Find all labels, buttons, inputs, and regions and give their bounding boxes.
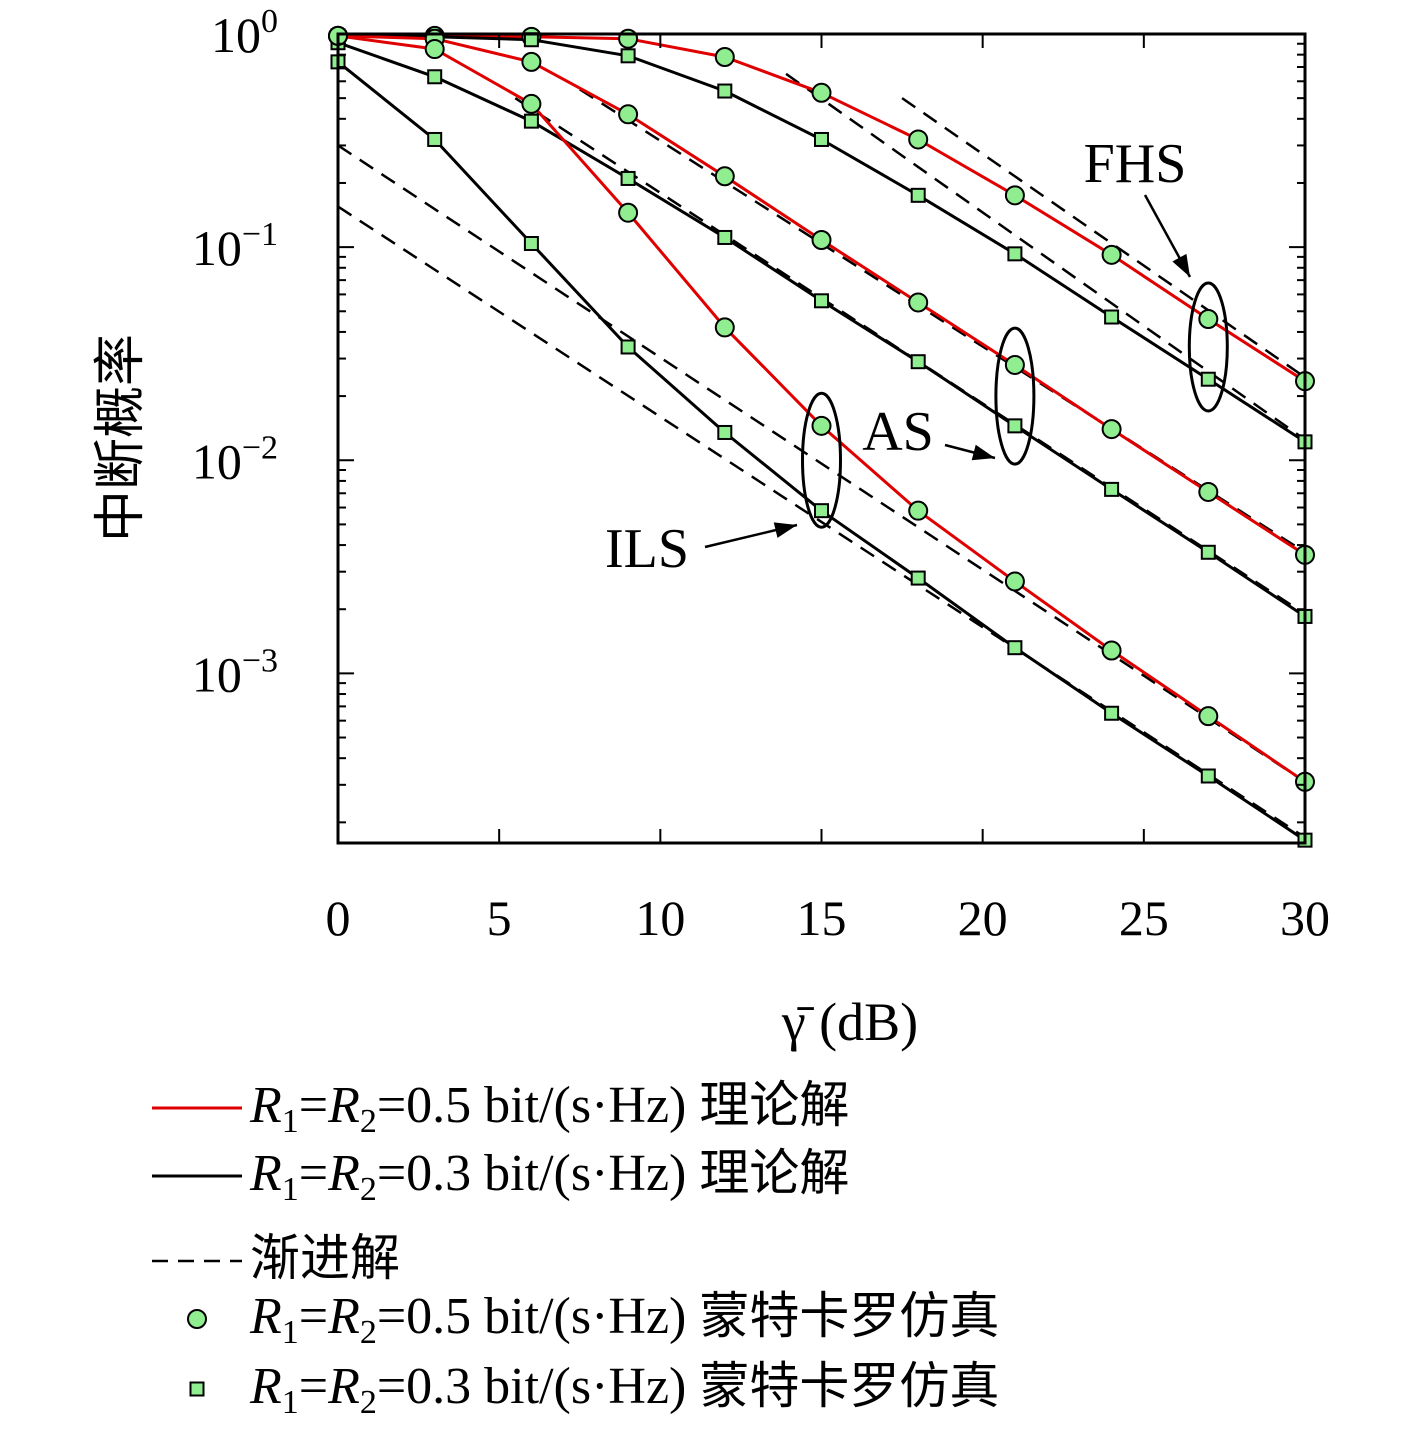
sim-point-FHS-05	[1198, 309, 1219, 330]
sim-point-FHS-05	[811, 82, 832, 103]
sim-point-AS-05	[811, 230, 832, 251]
sim-point-ILS-03	[1104, 705, 1120, 721]
sim-point-FHS-05	[1101, 244, 1122, 265]
sim-point-FHS-05	[714, 46, 735, 67]
y-tick-label: 10−3	[192, 642, 278, 702]
sim-point-FHS-05	[1004, 185, 1025, 206]
arrowhead-as	[971, 444, 995, 461]
legend-label: R1=R2=0.3 bit/(s·Hz) 理论解	[249, 1144, 849, 1208]
asymptote-ILS-0.3	[338, 205, 1305, 839]
sim-point-ILS-03	[1007, 640, 1023, 656]
sim-point-FHS-03	[1104, 309, 1120, 325]
sim-point-AS-03	[620, 170, 636, 186]
sim-point-AS-03	[910, 354, 926, 370]
x-tick-label: 0	[326, 890, 351, 946]
sim-point-AS-05	[908, 292, 929, 313]
y-tick-label: 10−1	[192, 216, 278, 276]
sim-point-AS-03	[427, 69, 443, 85]
y-tick-label: 10−2	[192, 429, 278, 489]
sim-point-AS-03	[523, 113, 539, 129]
sim-point-ILS-05	[1101, 640, 1122, 661]
sim-point-ILS-05	[1004, 571, 1025, 592]
arrowhead-fhs	[1172, 253, 1190, 277]
sim-point-AS-05	[1198, 481, 1219, 502]
y-axis-label: 中断概率	[91, 334, 151, 542]
sim-point-ILS-03	[427, 131, 443, 147]
x-tick-label: 20	[958, 890, 1008, 946]
sim-point-AS-05	[1101, 419, 1122, 440]
sim-point-FHS-03	[1007, 246, 1023, 262]
asymptote-ILS-0.5	[338, 144, 1305, 783]
legend-label: R1=R2=0.5 bit/(s·Hz) 理论解	[249, 1076, 849, 1140]
annotations: FHS AS ILS	[605, 133, 1229, 580]
x-tick-label: 15	[797, 890, 847, 946]
x-axis-ticks: 0 5 10 15 20 25 30	[326, 34, 1330, 946]
legend-swatch-circle	[187, 1309, 207, 1329]
theory-line-AS-0.3	[338, 41, 1305, 618]
sim-point-AS-03	[1104, 481, 1120, 497]
sim-point-ILS-05	[618, 202, 639, 223]
legend-label: R1=R2=0.3 bit/(s·Hz) 蒙特卡罗仿真	[249, 1357, 999, 1421]
legend-swatch-square	[189, 1381, 205, 1397]
annotation-label-as: AS	[862, 401, 934, 463]
asymptote-FHS-0.5	[901, 97, 1305, 379]
sim-point-AS-05	[521, 51, 542, 72]
x-tick-label: 30	[1280, 890, 1330, 946]
sim-point-AS-05	[618, 104, 639, 125]
sim-point-ILS-05	[521, 93, 542, 114]
sim-point-ILS-03	[620, 339, 636, 355]
legend-label: R1=R2=0.5 bit/(s·Hz) 蒙特卡罗仿真	[249, 1287, 999, 1351]
sim-point-FHS-03	[1200, 371, 1216, 387]
annotation-label-ils: ILS	[605, 518, 689, 580]
sim-point-ILS-05	[424, 39, 445, 60]
sim-point-AS-03	[717, 229, 733, 245]
sim-point-AS-05	[1004, 354, 1025, 375]
sim-point-AS-03	[814, 293, 829, 309]
sim-point-ILS-03	[910, 570, 926, 586]
sim-point-AS-03	[1007, 418, 1023, 434]
y-axis-ticks: 100 10−1 10−2 10−3	[192, 3, 1305, 824]
legend-label: 渐进解	[250, 1229, 400, 1287]
sim-point-FHS-03	[717, 83, 733, 99]
x-axis-label: γ̄ (dB)	[781, 992, 918, 1052]
annotation-label-fhs: FHS	[1084, 133, 1187, 195]
sim-point-FHS-05	[908, 129, 929, 150]
ellipse-as	[994, 326, 1036, 466]
sim-point-ILS-05	[908, 500, 929, 521]
arrowhead-ils	[773, 522, 797, 538]
x-tick-label: 25	[1119, 890, 1169, 946]
sim-point-AS-05	[714, 166, 735, 187]
sim-point-ILS-03	[814, 503, 829, 519]
sim-point-AS-03	[1200, 544, 1216, 560]
series-markers	[328, 25, 1315, 848]
x-tick-label: 10	[635, 890, 685, 946]
sim-point-ILS-05	[1198, 706, 1219, 727]
sim-point-FHS-03	[910, 187, 926, 203]
ellipse-ils	[801, 391, 842, 529]
sim-point-ILS-03	[717, 424, 733, 440]
sim-point-FHS-03	[814, 131, 829, 147]
x-tick-label: 5	[487, 890, 512, 946]
sim-point-FHS-05	[618, 28, 639, 49]
ellipse-fhs	[1187, 281, 1229, 413]
y-tick-label: 100	[211, 3, 278, 63]
sim-point-FHS-03	[620, 48, 636, 64]
sim-point-ILS-05	[811, 415, 832, 436]
sim-point-ILS-05	[714, 317, 735, 338]
sim-point-ILS-03	[1200, 768, 1216, 784]
asymptote-FHS-0.3	[785, 72, 1305, 441]
sim-point-ILS-03	[523, 235, 539, 251]
